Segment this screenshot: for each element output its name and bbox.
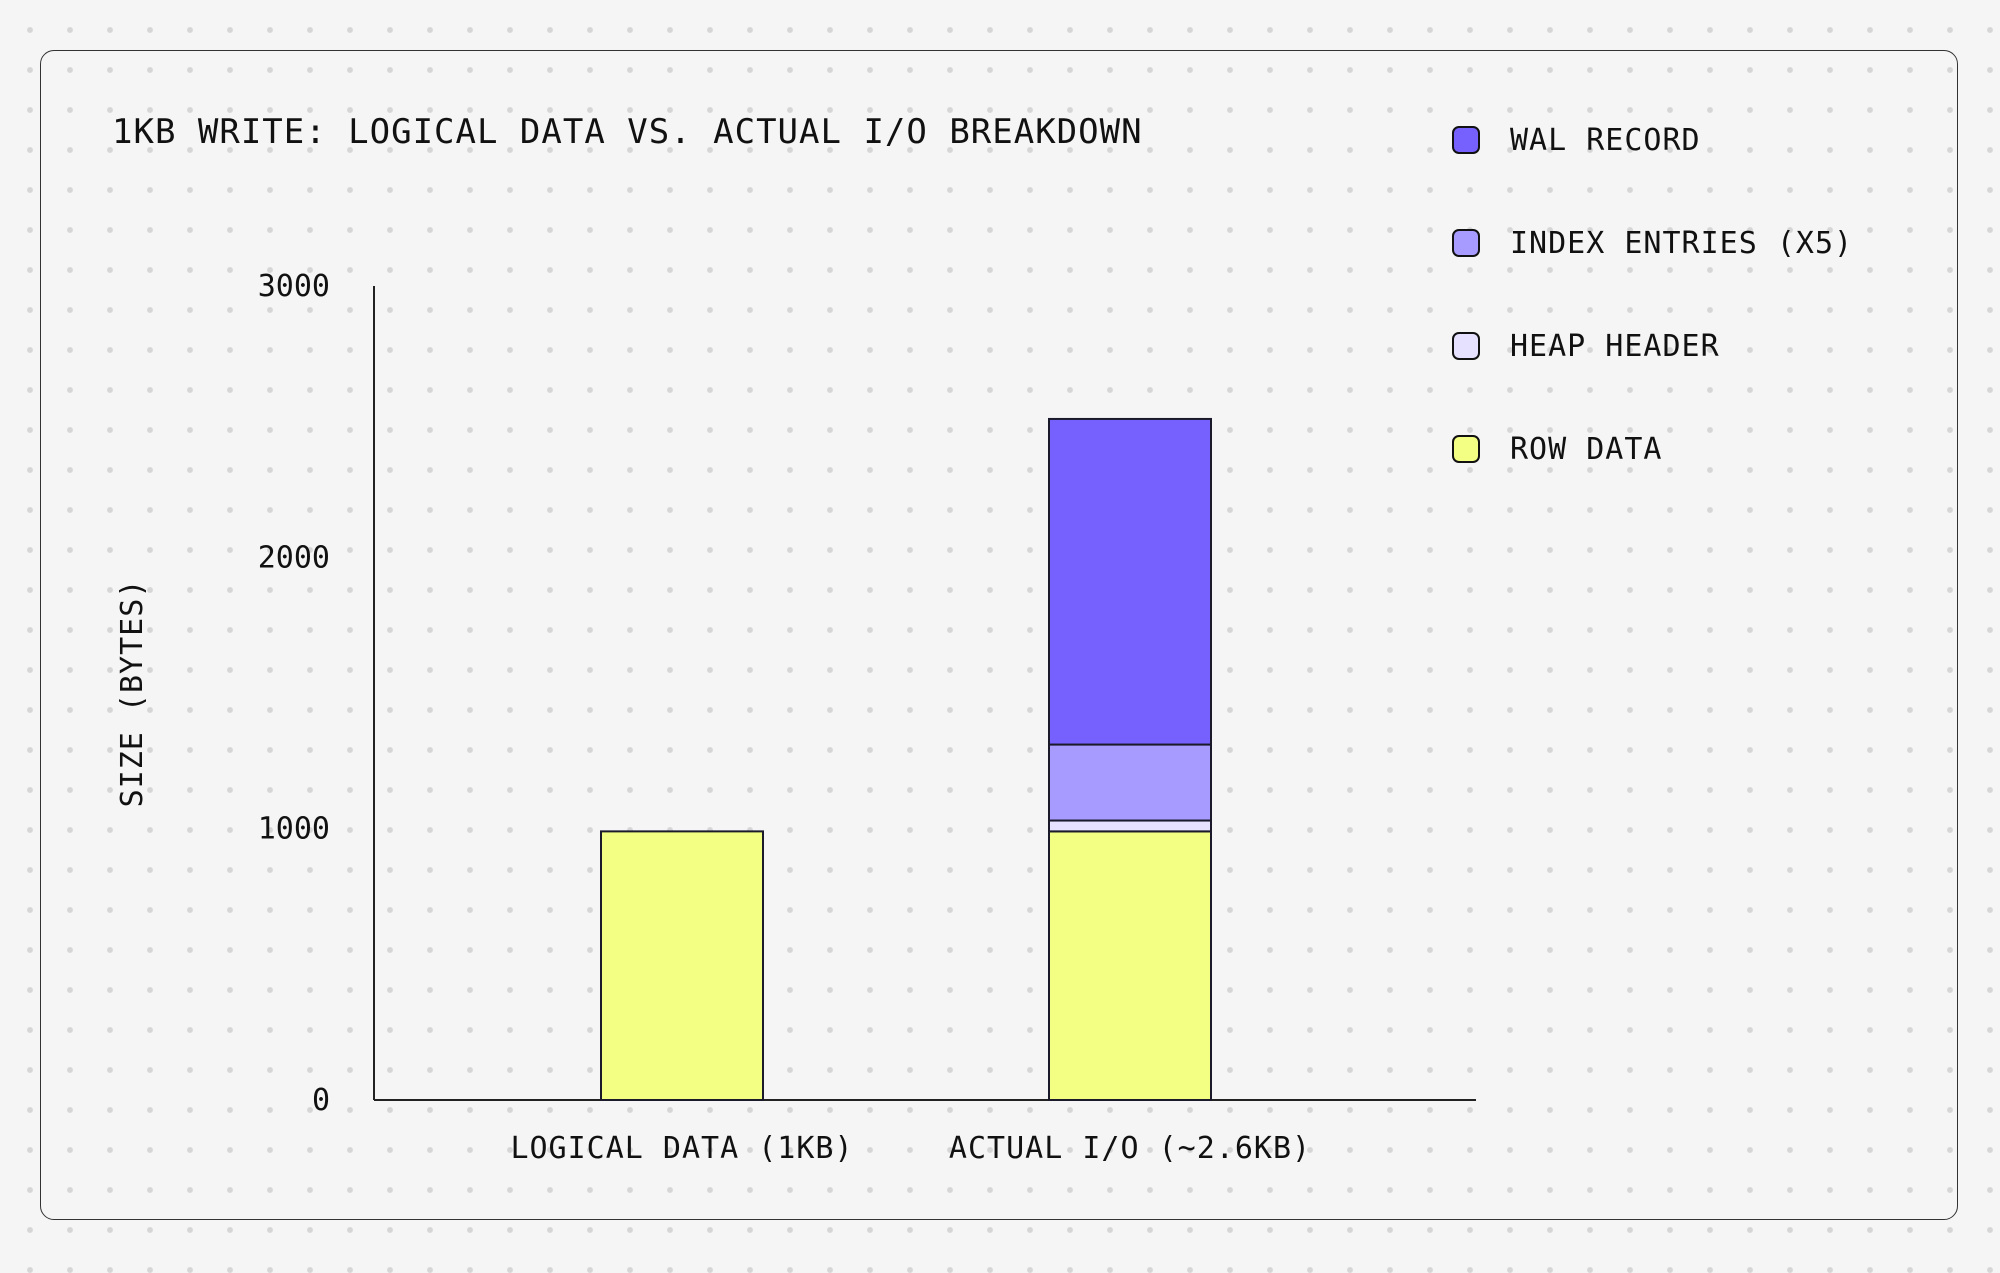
bar-row-data-1: [600, 830, 764, 1101]
y-axis-label: SIZE (BYTES): [115, 579, 150, 808]
y-tick-label: 2000: [258, 540, 330, 575]
y-tick-label: 1000: [258, 812, 330, 847]
legend-label: WAL RECORD: [1510, 122, 1701, 158]
legend-label: ROW DATA: [1510, 431, 1663, 467]
y-tick-label: 0: [312, 1083, 330, 1118]
chart-title: 1KB WRITE: LOGICAL DATA VS. ACTUAL I/O B…: [112, 112, 1143, 152]
chart-card: [40, 50, 1958, 1220]
legend-item-wal-record: WAL RECORD: [1452, 120, 1701, 160]
bar-index-entries-x5-2: [1048, 743, 1212, 822]
legend-swatch: [1452, 332, 1480, 360]
bar-wal-record-2: [1048, 417, 1212, 746]
legend-item-heap-header: HEAP HEADER: [1452, 326, 1720, 366]
y-tick-label: 3000: [258, 269, 330, 304]
legend-item-index-entries-x5: INDEX ENTRIES (X5): [1452, 223, 1853, 263]
bar-row-data-2: [1048, 830, 1212, 1101]
legend-swatch: [1452, 435, 1480, 463]
legend-label: HEAP HEADER: [1510, 328, 1720, 364]
legend-swatch: [1452, 126, 1480, 154]
legend-label: INDEX ENTRIES (X5): [1510, 225, 1854, 261]
x-tick-label: LOGICAL DATA (1KB): [510, 1131, 853, 1166]
bar-heap-header-2: [1048, 819, 1212, 833]
legend-swatch: [1452, 229, 1480, 257]
x-tick-label: ACTUAL I/O (~2.6KB): [949, 1131, 1311, 1166]
legend-item-row-data: ROW DATA: [1452, 429, 1663, 469]
